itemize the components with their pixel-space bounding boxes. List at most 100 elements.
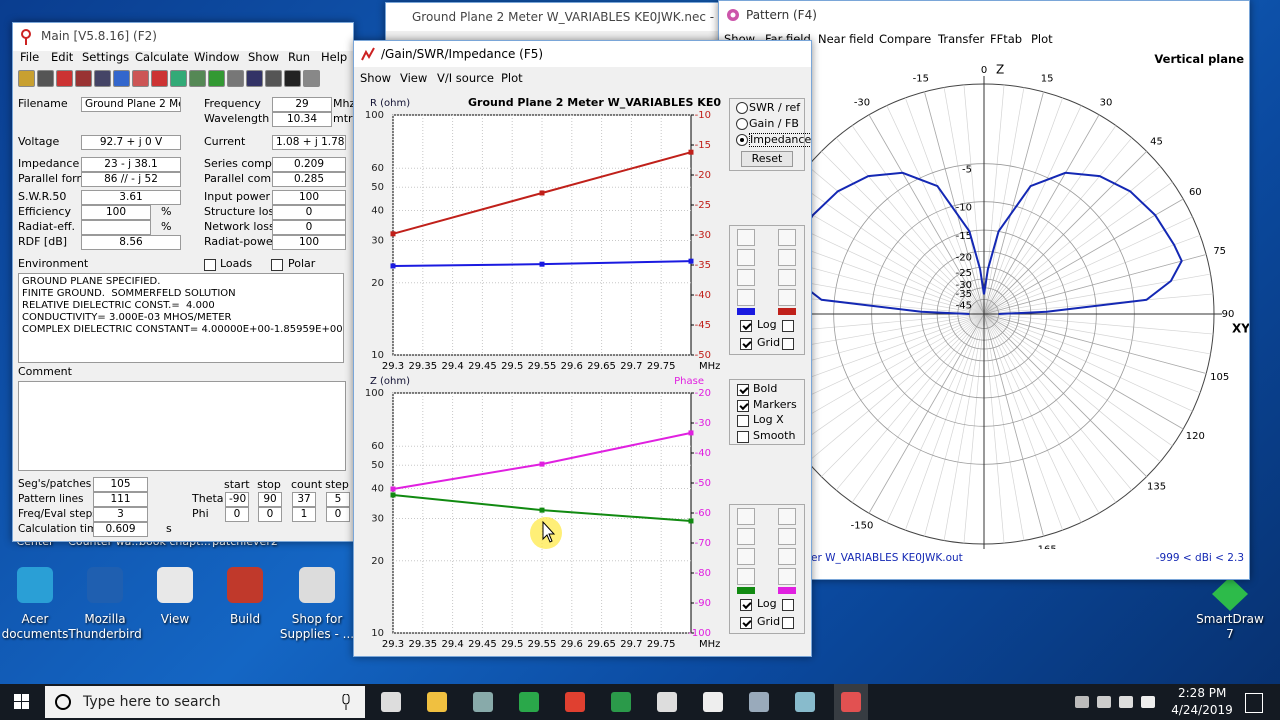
taskbar-app[interactable] (749, 692, 769, 712)
menu-item[interactable]: Near field (818, 32, 874, 46)
menu-item[interactable]: Plot (1031, 32, 1053, 46)
step-button[interactable] (778, 528, 796, 545)
checkbox-label[interactable]: Grid (757, 615, 781, 628)
step-button[interactable] (737, 269, 755, 286)
checkbox-label[interactable]: Smooth (753, 428, 796, 442)
taskbar-app[interactable] (519, 692, 539, 712)
menu-item[interactable]: Edit (51, 50, 74, 64)
clock-date[interactable]: 4/24/2019 (1171, 703, 1233, 717)
tray-icon[interactable] (1141, 696, 1155, 708)
step-button[interactable] (778, 249, 796, 266)
clock-time[interactable]: 2:28 PM (1178, 686, 1227, 700)
menu-item[interactable]: Settings (82, 50, 130, 64)
checkbox-label[interactable]: Grid (757, 336, 781, 349)
checkbox[interactable] (740, 617, 752, 629)
checkbox[interactable] (740, 320, 752, 332)
desktop-icon[interactable]: Build (207, 565, 283, 645)
checkbox[interactable] (740, 599, 752, 611)
taskbar-app[interactable] (657, 692, 677, 712)
menu-item[interactable]: Help (321, 50, 348, 64)
taskbar-app[interactable] (427, 692, 447, 712)
desktop-icon[interactable]: Mozilla Thunderbird (67, 565, 143, 645)
toolbar-button[interactable] (227, 70, 244, 87)
toolbar-button[interactable] (18, 70, 35, 87)
menu-item[interactable]: Transfer (938, 32, 985, 46)
step-button[interactable] (737, 249, 755, 266)
search-box[interactable]: Type here to search (45, 686, 365, 718)
checkbox[interactable] (204, 259, 216, 271)
toolbar-button[interactable] (208, 70, 225, 87)
tray-icon[interactable] (1097, 696, 1111, 708)
step-button[interactable] (778, 289, 796, 306)
checkbox[interactable] (740, 338, 752, 350)
menu-item[interactable]: Show (360, 71, 392, 85)
taskbar-app[interactable] (703, 692, 723, 712)
checkbox-label[interactable]: Log (757, 318, 777, 331)
step-button[interactable] (737, 568, 755, 585)
toolbar-button[interactable] (265, 70, 282, 87)
taskbar-app[interactable] (565, 692, 585, 712)
toolbar-button[interactable] (246, 70, 263, 87)
toolbar-button[interactable] (37, 70, 54, 87)
toolbar-button[interactable] (284, 70, 301, 87)
toolbar-button[interactable] (132, 70, 149, 87)
main-window[interactable]: Main [V5.8.16] (F2) File Edit Settings Calc… (12, 22, 354, 542)
step-button[interactable] (737, 548, 755, 565)
menu-item[interactable]: Show (248, 50, 280, 64)
radio-button[interactable] (736, 118, 748, 130)
comment-box[interactable] (18, 381, 346, 471)
toolbar-button[interactable] (94, 70, 111, 87)
menu-item[interactable]: File (20, 50, 40, 64)
step-button[interactable] (778, 568, 796, 585)
checkbox-label[interactable]: Log X (753, 413, 784, 426)
desktop-icon[interactable]: SmartDraw 7 (1192, 575, 1268, 641)
tray-icon[interactable] (1075, 696, 1089, 708)
desktop-icon[interactable]: Shop for Supplies - ... (279, 565, 355, 645)
toolbar-button[interactable] (303, 70, 320, 87)
step-button[interactable] (737, 289, 755, 306)
step-button[interactable] (737, 528, 755, 545)
toolbar-button[interactable] (189, 70, 206, 87)
checkbox[interactable] (737, 415, 749, 427)
checkbox-label[interactable]: Log (757, 597, 777, 610)
menu-item[interactable]: Window (194, 50, 240, 64)
checkbox-label[interactable]: Markers (753, 397, 797, 411)
radio-label[interactable]: SWR / ref (749, 101, 801, 114)
step-button[interactable] (778, 269, 796, 286)
step-button[interactable] (778, 229, 796, 246)
checkbox[interactable] (737, 384, 749, 396)
step-button[interactable] (737, 229, 755, 246)
step-button[interactable] (737, 508, 755, 525)
menu-item[interactable]: View (400, 71, 428, 85)
menu-item[interactable]: V/I source (437, 71, 494, 85)
menu-item[interactable]: Plot (501, 71, 523, 85)
step-button[interactable] (778, 508, 796, 525)
toolbar-button[interactable] (56, 70, 73, 87)
tray-icon[interactable] (1119, 696, 1133, 708)
checkbox[interactable] (782, 338, 794, 350)
taskbar-app[interactable] (381, 692, 401, 712)
gain-window[interactable]: /Gain/SWR/Impedance (F5) 29.3 29.35 29.4 29… (353, 40, 812, 657)
taskbar-app[interactable] (795, 692, 815, 712)
toolbar-button[interactable] (75, 70, 92, 87)
toolbar-button[interactable] (113, 70, 130, 87)
checkbox-label[interactable]: Bold (753, 382, 778, 395)
checkbox[interactable] (737, 399, 749, 412)
taskbar-app[interactable] (611, 692, 631, 712)
radio-label[interactable]: Impedance (749, 133, 812, 147)
menu-item[interactable]: Calculate (135, 50, 189, 64)
checkbox[interactable] (271, 259, 283, 271)
radio-label[interactable]: Gain / FB (749, 117, 799, 130)
toolbar-button[interactable] (151, 70, 168, 87)
radio-button[interactable] (736, 102, 748, 114)
taskbar-app[interactable] (841, 692, 861, 712)
checkbox[interactable] (782, 617, 794, 629)
checkbox[interactable] (737, 430, 749, 443)
desktop-icon[interactable]: Acer documents (0, 565, 73, 645)
menu-item[interactable]: FFtab (990, 32, 1023, 46)
toolbar-button[interactable] (170, 70, 187, 87)
start-button[interactable] (14, 694, 30, 710)
checkbox[interactable] (782, 599, 794, 611)
taskbar-app[interactable] (473, 692, 493, 712)
reset-button[interactable]: Reset (741, 151, 793, 167)
